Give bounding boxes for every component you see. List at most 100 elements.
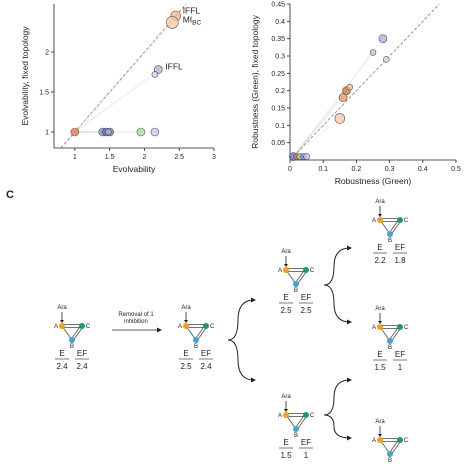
x-tick-label: 1	[73, 154, 77, 161]
x-tick-label: 2	[142, 154, 146, 161]
e-value: 2.5	[180, 362, 192, 371]
x-tick-label: 0.3	[385, 166, 395, 173]
x-tick-label: 3	[212, 154, 216, 161]
motif-m5: Ara A C BE EF 1.5 1	[372, 306, 409, 372]
node-c	[79, 323, 85, 329]
evolvability-chart: 1 1.5 2 2.5 3 1 1.5 2 Evolvability Evolvability, …	[20, 3, 216, 174]
arrow-head	[184, 320, 188, 323]
y-tick-label: 1	[45, 130, 49, 137]
data-point	[346, 83, 354, 91]
link-line	[293, 59, 387, 157]
node-c-label: C	[86, 324, 91, 330]
node-b	[387, 451, 393, 457]
node-c	[397, 437, 403, 443]
y-axis-label: Evolvability, fixed topology	[20, 26, 30, 126]
node-b-label: B	[294, 288, 298, 294]
motif-m4: Ara A C BE EF 2.2 1.8	[372, 199, 409, 265]
e-value: 2.4	[56, 362, 68, 371]
y-tick-label: 0.05	[271, 140, 285, 147]
ara-label: Ara	[281, 249, 291, 255]
ara-label: Ara	[57, 305, 67, 311]
y-tick-label: 0.35	[271, 36, 285, 43]
node-c	[303, 267, 309, 273]
node-a-label: A	[372, 438, 376, 444]
col-e-header: E	[283, 293, 288, 302]
node-c	[203, 323, 209, 329]
robustness-chart: 0 0.1 0.2 0.3 0.4 0.5 0.05 0.1 0.15 0.2 0.25 0.3 0.3…	[250, 2, 461, 187]
col-e-header: E	[183, 349, 188, 358]
brace-arrow-head	[347, 245, 352, 251]
e-value: 2.2	[374, 256, 386, 265]
col-e-header: E	[377, 243, 382, 252]
arrow-head	[284, 409, 288, 412]
node-b-label: B	[388, 458, 392, 464]
ef-value: 2.5	[300, 306, 312, 315]
brace-1	[227, 299, 255, 381]
node-b-label: B	[388, 345, 392, 351]
col-ef-header: EF	[301, 438, 311, 447]
link-line	[74, 22, 173, 133]
motif-m2: Ara A C BE EF 2.5 2.5	[278, 249, 315, 315]
e-value: 2.5	[280, 306, 292, 315]
col-ef-header: EF	[201, 349, 211, 358]
x-tick-label: 0.1	[318, 166, 328, 173]
data-point	[382, 56, 390, 63]
annotation: IFFL	[183, 6, 201, 16]
node-b-label: B	[294, 433, 298, 439]
removal-arrow-head	[157, 327, 162, 333]
y-tick-label: 0.2	[275, 88, 285, 95]
x-axis-label: Robustness (Green)	[335, 176, 412, 186]
node-b	[387, 338, 393, 344]
x-tick-label: 0.4	[418, 166, 428, 173]
node-a	[283, 267, 289, 273]
col-ef-header: EF	[301, 293, 311, 302]
brace-2	[323, 247, 351, 323]
y-tick-label: 0.15	[271, 106, 285, 113]
ara-label: Ara	[281, 394, 291, 400]
motif-m0: Ara A C BE EF 2.4 2.4	[54, 305, 91, 371]
panel-label-c: C	[6, 189, 14, 201]
node-c-label: C	[310, 268, 315, 274]
node-b-label: B	[194, 344, 198, 350]
link-line	[293, 38, 384, 157]
link-line	[293, 97, 344, 157]
x-tick-label: 0	[288, 166, 292, 173]
motif-m3: Ara A C BE EF 1.5 1	[278, 394, 315, 460]
node-a-label: A	[372, 325, 376, 331]
col-e-header: E	[283, 438, 288, 447]
ara-label: Ara	[375, 306, 385, 312]
node-b	[193, 337, 199, 343]
node-c-label: C	[310, 413, 315, 419]
node-a-label: A	[278, 413, 282, 419]
col-e-header: E	[59, 349, 64, 358]
arrow-head	[378, 214, 382, 217]
removal-text: Removal of 1 inhibition	[118, 312, 154, 325]
annotation: MIBC	[183, 14, 202, 26]
data-point	[165, 16, 179, 29]
y-tick-label: 0.45	[271, 2, 285, 9]
node-a	[183, 323, 189, 329]
brace-arrow-head	[251, 297, 256, 303]
node-b	[293, 281, 299, 287]
arrow-head	[60, 320, 64, 323]
ef-value: 1	[398, 363, 403, 372]
y-axis-label: Robustness (Green), fixed topology	[250, 14, 260, 148]
data-point	[369, 49, 377, 56]
motif-m6: Ara A C B	[372, 419, 409, 464]
brace-arrow-head	[347, 435, 352, 441]
data-point	[70, 127, 80, 137]
arrow-head	[378, 321, 382, 324]
e-value: 1.5	[374, 363, 386, 372]
node-b	[387, 231, 393, 237]
annotation: IFFL	[165, 62, 183, 72]
brace-3	[323, 379, 351, 439]
data-point	[303, 153, 310, 160]
data-point	[378, 34, 388, 43]
node-b-label: B	[388, 238, 392, 244]
y-tick-label: 0.25	[271, 71, 285, 78]
ara-label: Ara	[375, 199, 385, 205]
data-point	[151, 71, 159, 78]
arrow-head	[284, 264, 288, 267]
